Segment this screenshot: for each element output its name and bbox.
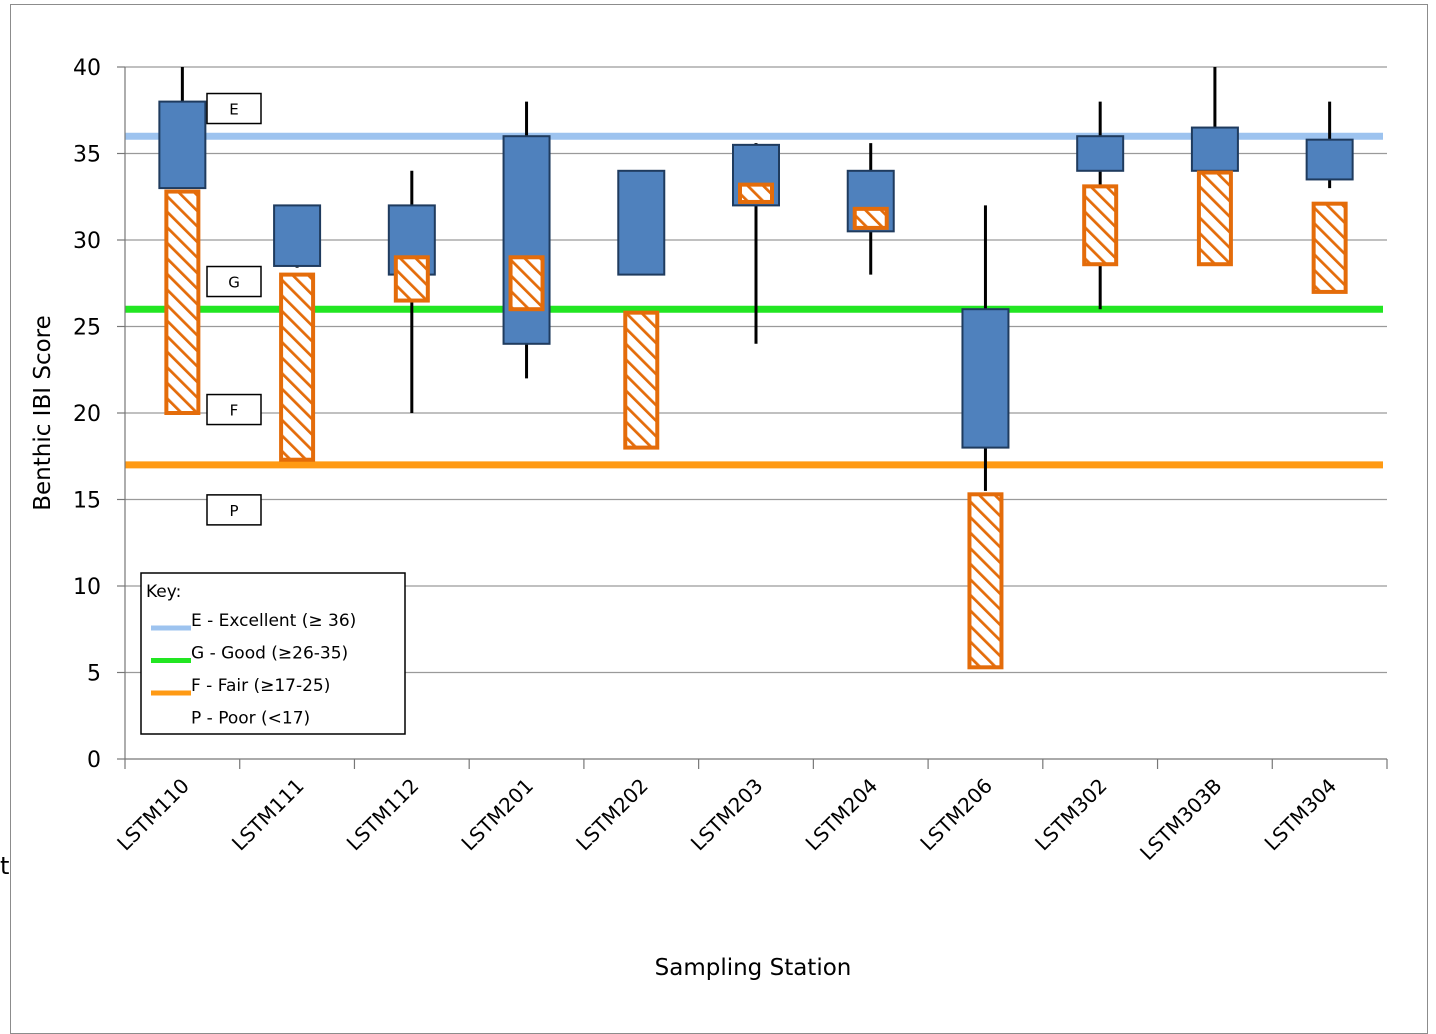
- whiskers: [180, 67, 1332, 491]
- legend-entry: E - Excellent (≥ 36): [191, 611, 356, 631]
- hatched-box: [279, 272, 316, 462]
- blue-box: [1076, 135, 1125, 172]
- y-tick-label: 20: [73, 402, 101, 427]
- band-label-box: [206, 265, 262, 298]
- hatched-box: [393, 255, 430, 303]
- y-tick-label: 0: [87, 748, 101, 773]
- band-label-box: [206, 494, 262, 526]
- y-tick-label: 30: [73, 229, 101, 254]
- hatched-box: [508, 255, 545, 312]
- clipped-text: t: [0, 852, 10, 880]
- x-tick-label: LSTM202: [571, 774, 653, 856]
- band-label-box: [206, 393, 262, 426]
- band-label-e: E: [229, 101, 238, 119]
- y-tick-label: 10: [73, 575, 101, 600]
- hatched-box: [738, 182, 774, 204]
- hatched-box: [1196, 170, 1233, 267]
- axes: 0 5 10 15 20 25 30 35 40 LSTM110 LSTM111 LSTM112 LST…: [73, 56, 1388, 865]
- legend-title: Key:: [146, 582, 181, 602]
- y-tick-label: 40: [73, 56, 101, 81]
- legend-entry: G - Good (≥26-35): [191, 644, 348, 664]
- y-tick-label: 35: [73, 143, 101, 168]
- legend-entry: F - Fair (≥17-25): [191, 676, 330, 696]
- y-axis-title: Benthic IBI Score: [30, 315, 56, 511]
- x-tick-label: LSTM112: [342, 774, 424, 856]
- threshold-lines: [125, 132, 1383, 469]
- hatched-box: [1082, 184, 1119, 267]
- band-label-g: G: [228, 274, 240, 292]
- hatched-boxes: [164, 170, 1348, 670]
- legend: Key: E - Excellent (≥ 36) G - Good (≥26-35…: [140, 572, 406, 735]
- band-labels: E G F P: [206, 92, 262, 526]
- hatched-box: [1311, 201, 1348, 294]
- x-tick-label: LSTM303B: [1135, 774, 1226, 865]
- blue-box: [617, 169, 666, 276]
- y-tick-label: 25: [73, 316, 101, 341]
- blue-box: [273, 204, 322, 267]
- x-tick-label: LSTM204: [801, 774, 883, 856]
- x-tick-label: LSTM302: [1030, 774, 1112, 856]
- x-tick-label: LSTM206: [915, 774, 997, 856]
- band-label-p: P: [229, 502, 238, 520]
- hatched-box: [164, 189, 201, 415]
- hatched-box: [623, 310, 660, 450]
- blue-box: [1190, 126, 1239, 172]
- blue-box: [502, 135, 551, 345]
- y-tick-label: 15: [73, 489, 101, 514]
- hatched-box: [852, 206, 889, 230]
- band-label-f: F: [230, 402, 239, 420]
- legend-box: [140, 572, 406, 735]
- x-tick-label: LSTM110: [112, 774, 194, 856]
- x-tick-label: LSTM201: [456, 774, 538, 856]
- blue-box: [158, 100, 207, 190]
- y-tick-label: 5: [87, 662, 101, 687]
- band-label-box: [206, 92, 262, 125]
- blue-box: [1305, 138, 1354, 181]
- x-tick-label: LSTM111: [227, 774, 309, 856]
- hatched-box: [967, 492, 1004, 670]
- x-tick-label: LSTM203: [686, 774, 768, 856]
- legend-entry: P - Poor (<17): [191, 709, 310, 729]
- x-axis-title: Sampling Station: [655, 955, 852, 981]
- x-tick-label: LSTM304: [1260, 774, 1342, 856]
- blue-box: [961, 308, 1010, 449]
